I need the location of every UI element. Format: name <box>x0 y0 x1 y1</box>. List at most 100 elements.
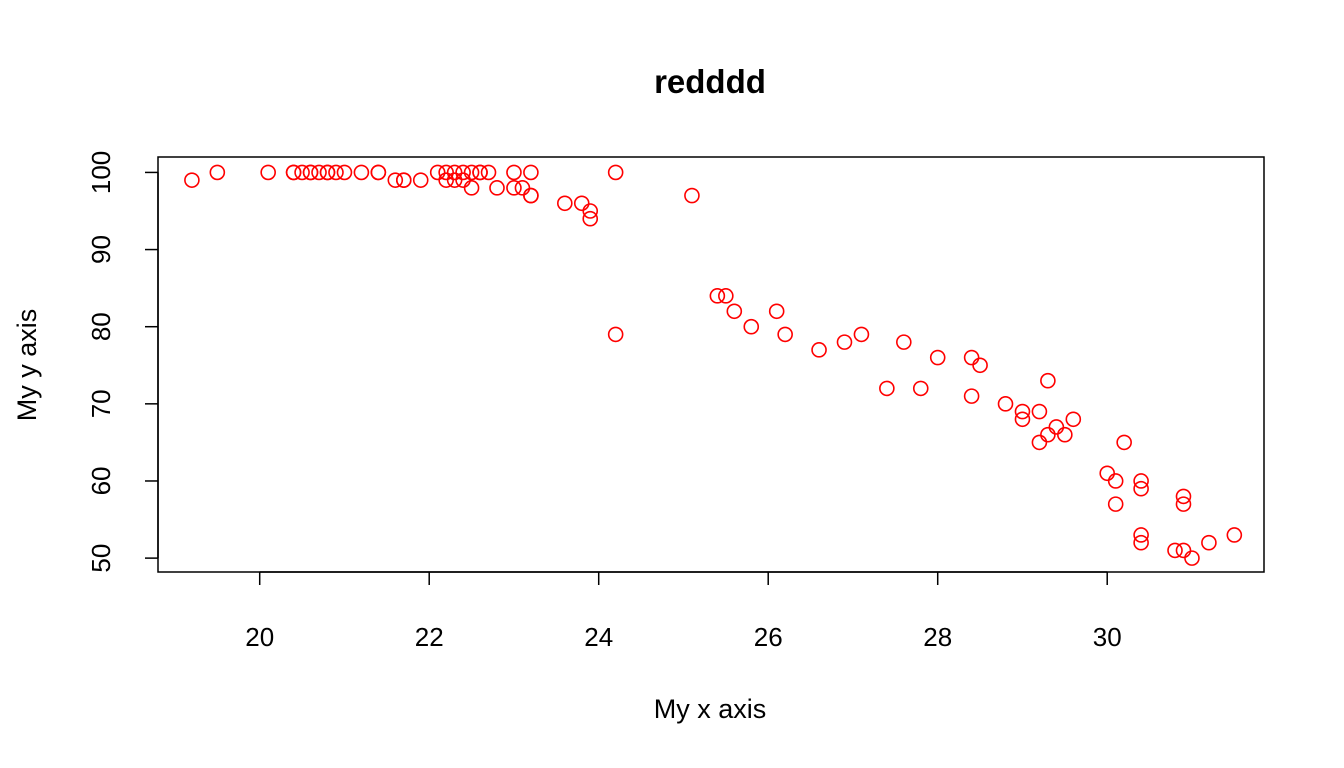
data-point <box>1040 426 1056 443</box>
data-point <box>1048 419 1065 435</box>
data-point <box>438 172 454 188</box>
data-point <box>480 164 497 181</box>
data-point <box>709 288 726 304</box>
data-point <box>506 164 522 181</box>
data-point <box>514 180 531 196</box>
y-tick-label: 60 <box>86 467 116 496</box>
x-tick-label: 30 <box>1093 622 1122 652</box>
data-point <box>328 164 344 181</box>
data-point <box>1014 411 1031 428</box>
data-point <box>489 180 505 196</box>
x-axis-label: My x axis <box>654 694 767 724</box>
data-point <box>1175 488 1192 505</box>
y-tick-label: 80 <box>86 312 116 341</box>
data-point <box>997 396 1014 412</box>
data-point <box>811 342 827 358</box>
data-point <box>1133 534 1149 551</box>
data-point <box>387 172 404 188</box>
x-axis: 20 22 24 26 28 30 <box>245 571 1122 652</box>
data-point <box>319 164 336 181</box>
y-tick-label: 70 <box>86 389 116 418</box>
data-point <box>1133 473 1149 489</box>
data-point <box>370 164 387 181</box>
data-point <box>294 164 310 181</box>
data-point <box>912 380 929 397</box>
data-point <box>607 326 624 343</box>
x-tick-label: 20 <box>245 622 274 652</box>
data-point <box>472 164 488 181</box>
x-tick-label: 28 <box>923 622 952 652</box>
data-point <box>1107 473 1124 489</box>
data-point <box>557 195 573 212</box>
data-point <box>523 164 539 181</box>
data-point <box>260 164 276 181</box>
data-point <box>896 334 912 350</box>
data-point <box>1014 403 1031 420</box>
y-tick-label: 100 <box>86 151 116 194</box>
data-point <box>1175 542 1192 559</box>
data-point <box>684 187 700 204</box>
data-point <box>963 388 980 404</box>
data-point <box>972 357 988 374</box>
data-point <box>963 349 980 366</box>
data-point <box>1107 496 1124 512</box>
data-point <box>853 326 870 343</box>
data-point <box>523 187 539 204</box>
data-point <box>1116 434 1132 451</box>
data-point <box>743 318 760 335</box>
x-tick-label: 26 <box>754 622 783 652</box>
x-tick-label: 22 <box>415 622 444 652</box>
data-point <box>429 164 446 181</box>
data-point <box>336 164 353 181</box>
data-point <box>768 303 785 320</box>
data-point <box>455 172 471 188</box>
data-point <box>582 210 599 227</box>
data-point <box>184 172 200 188</box>
data-point <box>1133 527 1149 543</box>
data-point <box>1133 480 1149 497</box>
x-tick-label: 24 <box>584 622 613 652</box>
data-point <box>777 326 793 343</box>
y-tick-label: 90 <box>86 235 116 264</box>
data-point <box>1184 550 1200 566</box>
data-point <box>718 288 734 304</box>
data-point <box>1031 403 1048 420</box>
data-point <box>446 172 463 188</box>
data-point <box>1040 372 1056 389</box>
data-point <box>607 164 624 181</box>
chart-title: redddd <box>654 63 766 100</box>
data-point <box>726 303 743 320</box>
data-point <box>582 203 599 219</box>
data-point <box>1201 534 1217 551</box>
data-point <box>463 164 480 181</box>
y-tick-label: 50 <box>86 544 116 573</box>
data-point <box>929 349 946 366</box>
data-point <box>1065 411 1082 428</box>
data-point <box>1057 426 1073 443</box>
data-point <box>446 164 463 181</box>
y-axis-label: My y axis <box>12 309 42 422</box>
data-point <box>412 172 429 188</box>
data-point <box>438 164 454 181</box>
data-point <box>455 164 471 181</box>
plot-frame <box>157 156 1265 573</box>
data-point <box>1226 527 1243 543</box>
data-point <box>285 164 302 181</box>
data-points <box>184 164 1243 566</box>
data-point <box>209 164 226 181</box>
data-point <box>311 164 327 181</box>
data-point <box>395 172 412 188</box>
data-point <box>353 164 370 181</box>
data-point <box>836 334 853 350</box>
data-point <box>302 164 319 181</box>
data-point <box>506 180 522 196</box>
data-point <box>573 195 590 212</box>
data-point <box>1167 542 1183 559</box>
data-point <box>1099 465 1116 482</box>
data-point <box>879 380 895 397</box>
data-point <box>1175 496 1192 512</box>
y-axis: 50 60 70 80 90 100 <box>86 151 159 573</box>
data-point <box>1031 434 1048 451</box>
data-point <box>463 180 480 196</box>
